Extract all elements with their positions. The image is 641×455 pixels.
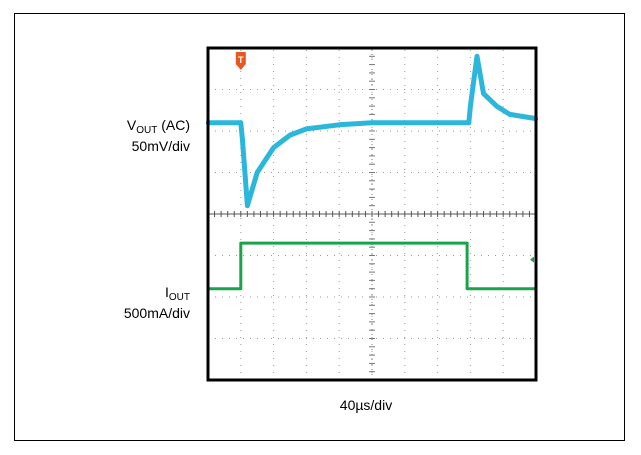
plot-border	[206, 46, 538, 382]
trigger-marker-icon: T	[235, 52, 246, 70]
trigger-marker-label: T	[238, 55, 244, 65]
vout-trace	[206, 53, 538, 209]
iout-trace	[206, 241, 538, 291]
iout-label: IOUT 500mA/div	[86, 283, 190, 322]
iout-scale: 500mA/div	[123, 305, 190, 321]
oscilloscope-display: T	[206, 46, 538, 382]
time-scale-label: 40µs/div	[339, 397, 393, 413]
iout-offset-marker-icon	[530, 256, 534, 263]
figure-frame	[14, 13, 625, 441]
trigger-marker-shape	[235, 52, 246, 70]
vout-label: VOUT (AC) 50mV/div	[86, 116, 190, 155]
vout-scale: 50mV/div	[131, 138, 190, 154]
